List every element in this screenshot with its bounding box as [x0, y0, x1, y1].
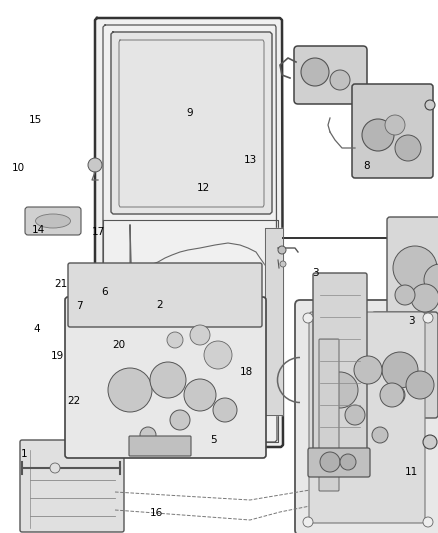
Circle shape: [50, 463, 60, 473]
Circle shape: [213, 398, 237, 422]
Circle shape: [340, 454, 356, 470]
Polygon shape: [111, 32, 272, 214]
Text: 2: 2: [156, 300, 163, 310]
FancyBboxPatch shape: [352, 84, 433, 178]
Text: 15: 15: [29, 115, 42, 125]
FancyBboxPatch shape: [129, 436, 191, 456]
Circle shape: [167, 332, 183, 348]
Circle shape: [395, 135, 421, 161]
Text: 6: 6: [101, 287, 108, 297]
Circle shape: [278, 246, 286, 254]
FancyBboxPatch shape: [65, 297, 266, 458]
Circle shape: [280, 261, 286, 267]
Text: 19: 19: [51, 351, 64, 361]
Circle shape: [423, 435, 437, 449]
FancyBboxPatch shape: [294, 46, 367, 104]
FancyBboxPatch shape: [308, 448, 370, 477]
FancyBboxPatch shape: [319, 339, 339, 491]
Polygon shape: [95, 18, 283, 447]
Circle shape: [423, 313, 433, 323]
Circle shape: [372, 427, 388, 443]
Text: 18: 18: [240, 367, 253, 377]
Circle shape: [380, 383, 404, 407]
Text: 8: 8: [364, 161, 371, 171]
Circle shape: [140, 427, 156, 443]
FancyBboxPatch shape: [309, 312, 425, 523]
Text: 22: 22: [67, 396, 80, 406]
FancyBboxPatch shape: [295, 300, 438, 533]
Circle shape: [184, 379, 216, 411]
Circle shape: [88, 158, 102, 172]
Circle shape: [423, 517, 433, 527]
Circle shape: [84, 276, 96, 288]
Text: 13: 13: [244, 155, 257, 165]
Text: 7: 7: [76, 302, 83, 311]
Circle shape: [170, 410, 190, 430]
Ellipse shape: [35, 214, 71, 228]
Text: 12: 12: [197, 183, 210, 192]
Circle shape: [425, 100, 435, 110]
Text: 1: 1: [21, 449, 28, 459]
Text: 21: 21: [55, 279, 68, 288]
FancyBboxPatch shape: [372, 312, 438, 418]
Circle shape: [406, 371, 434, 399]
Circle shape: [204, 341, 232, 369]
Circle shape: [393, 246, 437, 290]
Text: 20: 20: [113, 341, 126, 350]
Circle shape: [301, 58, 329, 86]
Circle shape: [320, 452, 340, 472]
Circle shape: [303, 313, 313, 323]
FancyBboxPatch shape: [20, 440, 124, 532]
Text: 16: 16: [150, 508, 163, 518]
Text: 10: 10: [12, 163, 25, 173]
Text: 3: 3: [408, 316, 415, 326]
Circle shape: [150, 362, 186, 398]
Circle shape: [385, 385, 405, 405]
Circle shape: [411, 284, 438, 312]
Circle shape: [382, 352, 418, 388]
Text: 14: 14: [32, 225, 45, 235]
FancyBboxPatch shape: [25, 207, 81, 235]
Text: 11: 11: [405, 467, 418, 477]
Text: 4: 4: [34, 325, 41, 334]
Circle shape: [424, 264, 438, 296]
Circle shape: [190, 325, 210, 345]
Text: 17: 17: [92, 227, 105, 237]
Polygon shape: [265, 228, 283, 415]
FancyBboxPatch shape: [387, 217, 438, 323]
Circle shape: [303, 517, 313, 527]
Circle shape: [180, 266, 204, 290]
Circle shape: [395, 285, 415, 305]
FancyBboxPatch shape: [68, 263, 262, 327]
FancyBboxPatch shape: [313, 273, 367, 462]
Circle shape: [385, 115, 405, 135]
Circle shape: [354, 356, 382, 384]
Circle shape: [362, 119, 394, 151]
Text: 5: 5: [210, 435, 217, 445]
Circle shape: [345, 405, 365, 425]
Text: 9: 9: [186, 108, 193, 118]
Text: 3: 3: [312, 268, 319, 278]
Circle shape: [330, 70, 350, 90]
Circle shape: [322, 372, 358, 408]
Circle shape: [108, 368, 152, 412]
